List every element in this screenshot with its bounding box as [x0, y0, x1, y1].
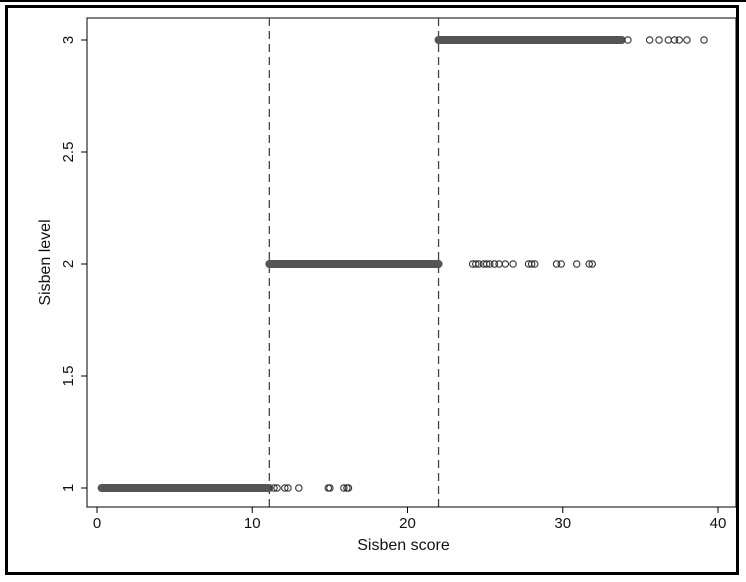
data-point	[482, 260, 491, 268]
data-point	[624, 36, 632, 44]
y-axis-title: Sisben level	[37, 219, 54, 305]
data-point	[284, 484, 292, 492]
data-point	[281, 484, 289, 492]
data-point	[572, 260, 581, 268]
data-point	[344, 484, 353, 492]
data-point	[270, 484, 278, 492]
data-point	[700, 36, 708, 44]
data-point	[475, 260, 483, 268]
x-tick-label: 0	[93, 515, 101, 532]
y-tick-label: 2.5	[60, 142, 77, 163]
data-point	[509, 260, 517, 268]
cutoff-lines	[268, 18, 440, 507]
dense-segments	[97, 36, 626, 492]
y-tick-label: 1.5	[60, 366, 77, 387]
data-point	[495, 260, 503, 268]
data-point	[683, 36, 691, 44]
data-point	[486, 260, 494, 268]
data-point	[664, 36, 673, 44]
x-tick-label: 20	[399, 515, 416, 532]
data-point	[645, 36, 654, 44]
y-axis: 1 1.5 2 2.5 3	[60, 18, 88, 507]
data-point	[295, 484, 303, 492]
data-point	[531, 260, 539, 268]
y-tick-label: 2	[60, 260, 77, 268]
data-point	[655, 36, 663, 44]
data-point	[670, 36, 679, 44]
data-point	[557, 260, 565, 268]
x-axis: 0 10 20 30 40	[87, 506, 736, 532]
data-point	[585, 260, 593, 268]
data-point	[490, 260, 499, 268]
data-point	[472, 260, 480, 268]
data-point	[552, 260, 561, 268]
data-point	[340, 484, 348, 492]
data-point	[501, 260, 510, 268]
x-axis-title: Sisben score	[357, 537, 450, 554]
data-point	[675, 36, 683, 44]
data-points	[270, 36, 708, 492]
data-point	[527, 260, 536, 268]
data-point	[588, 260, 596, 268]
data-point	[273, 484, 281, 492]
top-border-line	[0, 0, 746, 2]
x-tick-label: 30	[554, 515, 571, 532]
y-tick-label: 3	[60, 36, 77, 44]
x-tick-label: 40	[710, 515, 727, 532]
data-point	[326, 484, 334, 492]
y-tick-label: 1	[60, 484, 77, 492]
chart-frame	[5, 5, 739, 575]
x-tick-label: 10	[244, 515, 261, 532]
